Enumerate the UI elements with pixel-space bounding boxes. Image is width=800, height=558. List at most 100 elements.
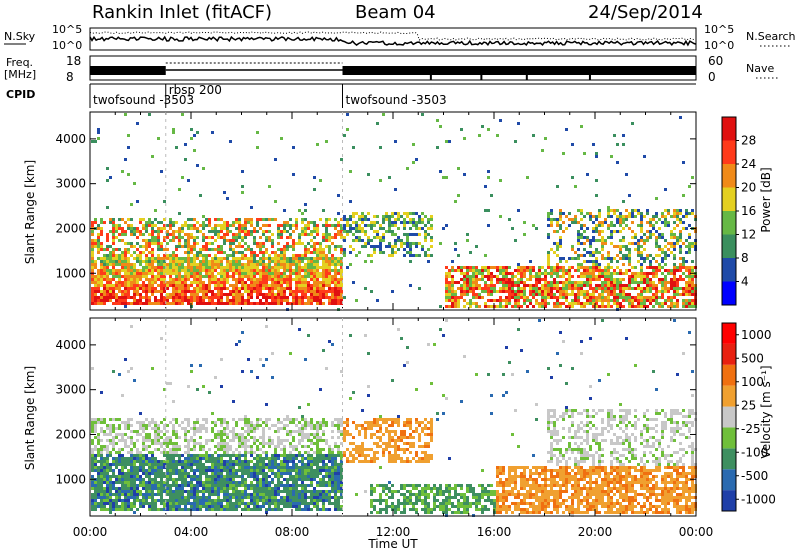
data-cell (664, 239, 667, 242)
data-cell (487, 269, 490, 272)
data-cell (100, 227, 103, 230)
data-cell (430, 227, 433, 230)
data-cell (388, 221, 391, 224)
data-cell (157, 236, 160, 239)
data-cell (94, 260, 97, 263)
data-cell (199, 475, 202, 478)
data-cell (160, 269, 163, 272)
data-cell (157, 242, 160, 245)
data-cell (406, 221, 409, 224)
data-cell (205, 502, 208, 505)
data-cell (220, 263, 223, 266)
data-cell (196, 466, 199, 469)
data-cell (175, 287, 178, 290)
data-cell (178, 487, 181, 490)
data-cell (583, 242, 586, 245)
data-cell (460, 287, 463, 290)
data-cell (199, 427, 202, 430)
data-cell (547, 284, 550, 287)
data-cell (454, 299, 457, 302)
data-cell (304, 302, 307, 305)
data-cell (571, 275, 574, 278)
data-cell (175, 248, 178, 251)
data-cell (454, 296, 457, 299)
data-cell (106, 484, 109, 487)
data-cell (172, 457, 175, 460)
data-cell (151, 230, 154, 233)
data-cell (685, 251, 688, 254)
data-cell (265, 266, 268, 269)
data-cell (211, 248, 214, 251)
data-cell (94, 263, 97, 266)
data-cell (220, 236, 223, 239)
data-cell (238, 436, 241, 439)
data-cell (115, 296, 118, 299)
data-cell (529, 293, 532, 296)
data-cell (460, 284, 463, 287)
data-cell (91, 266, 94, 269)
data-cell (130, 275, 133, 278)
data-cell (148, 278, 151, 281)
data-cell (94, 490, 97, 493)
data-cell (403, 218, 406, 221)
data-cell (589, 272, 592, 275)
data-cell (622, 293, 625, 296)
data-cell (175, 146, 178, 149)
data-cell (640, 212, 643, 215)
data-cell (253, 278, 256, 281)
data-cell (271, 302, 274, 305)
data-cell (196, 493, 199, 496)
data-cell (148, 436, 151, 439)
data-cell (472, 269, 475, 272)
data-cell (661, 287, 664, 290)
data-cell (193, 263, 196, 266)
data-cell (640, 305, 643, 308)
data-cell (244, 421, 247, 424)
data-cell (130, 451, 133, 454)
data-cell (193, 266, 196, 269)
data-cell (184, 290, 187, 293)
data-cell (175, 263, 178, 266)
data-cell (637, 275, 640, 278)
data-cell (169, 451, 172, 454)
data-cell (676, 299, 679, 302)
data-cell (682, 257, 685, 260)
data-cell (118, 272, 121, 275)
data-cell (178, 287, 181, 290)
data-cell (316, 278, 319, 281)
data-cell (232, 236, 235, 239)
data-cell (241, 293, 244, 296)
data-cell (175, 502, 178, 505)
data-cell (235, 502, 238, 505)
data-cell (607, 272, 610, 275)
data-cell (103, 272, 106, 275)
data-cell (199, 445, 202, 448)
data-cell (97, 436, 100, 439)
data-cell (577, 299, 580, 302)
data-cell (178, 275, 181, 278)
data-cell (676, 239, 679, 242)
data-cell (193, 134, 196, 137)
data-cell (199, 269, 202, 272)
data-cell (214, 433, 217, 436)
data-cell (547, 233, 550, 236)
data-cell (487, 284, 490, 287)
data-cell (658, 218, 661, 221)
data-cell (202, 233, 205, 236)
data-cell (118, 508, 121, 511)
data-cell (91, 367, 94, 370)
data-cell (571, 266, 574, 269)
data-cell (100, 230, 103, 233)
data-cell (226, 469, 229, 472)
data-cell (220, 502, 223, 505)
data-cell (409, 233, 412, 236)
data-cell (328, 287, 331, 290)
data-cell (556, 305, 559, 308)
data-cell (322, 278, 325, 281)
data-cell (673, 284, 676, 287)
data-cell (217, 284, 220, 287)
data-cell (157, 469, 160, 472)
data-cell (298, 263, 301, 266)
data-cell (535, 278, 538, 281)
data-cell (325, 263, 328, 266)
